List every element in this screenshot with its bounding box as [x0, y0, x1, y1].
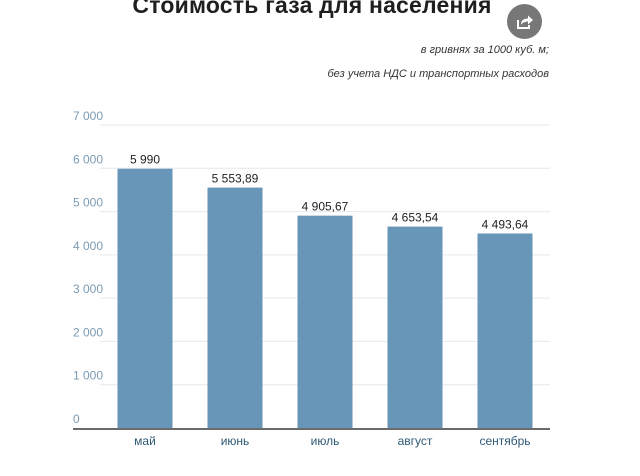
- share-icon: [516, 15, 533, 29]
- y-tick-label: 6 000: [73, 152, 103, 166]
- chart-title: Стоимость газа для населения: [132, 0, 492, 18]
- bar-value-label: 5 990: [130, 153, 160, 167]
- bar: [477, 233, 533, 428]
- y-tick-label: 1 000: [73, 369, 103, 383]
- y-tick-label: 3 000: [73, 282, 103, 296]
- y-tick-label: 2 000: [73, 325, 103, 339]
- y-tick-label: 4 000: [73, 239, 103, 253]
- x-tick-label: май: [134, 434, 156, 448]
- y-tick-label: 0: [73, 412, 80, 426]
- y-tick-label: 7 000: [73, 109, 103, 123]
- bar-value-label: 4 905,67: [302, 200, 349, 214]
- x-tick-label: сентябрь: [479, 434, 530, 448]
- share-button[interactable]: [507, 4, 542, 39]
- bar-value-label: 4 653,54: [392, 211, 439, 225]
- chart-subtitle-note: без учета НДС и транспортных расходов: [327, 68, 549, 80]
- bar: [387, 226, 443, 428]
- bar: [297, 215, 353, 428]
- bar-value-label: 4 493,64: [482, 217, 529, 231]
- y-tick-label: 5 000: [73, 196, 103, 210]
- x-tick-label: июнь: [221, 434, 250, 448]
- x-tick-label: август: [398, 434, 433, 448]
- bar-value-label: 5 553,89: [212, 172, 259, 186]
- chart-subtitle-units: в гривнях за 1000 куб. м;: [420, 44, 549, 56]
- bar: [207, 187, 263, 428]
- x-tick-label: июль: [311, 434, 340, 448]
- bar: [117, 168, 173, 428]
